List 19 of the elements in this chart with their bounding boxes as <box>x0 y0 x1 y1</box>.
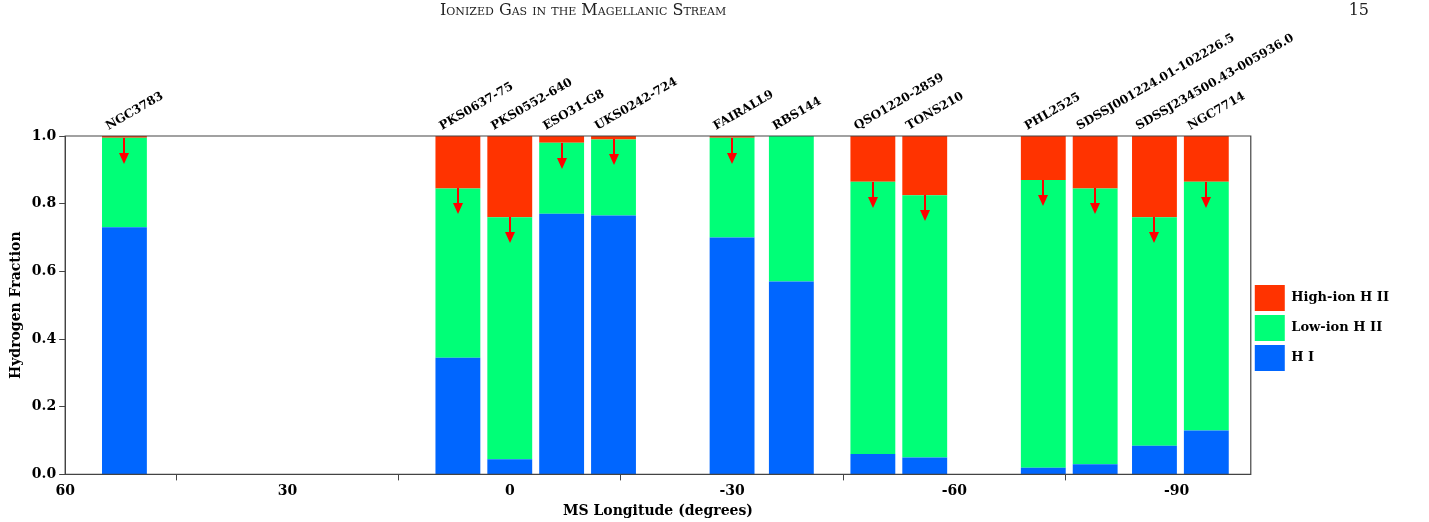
y-tick-label: 0.4 <box>31 329 57 346</box>
x-axis-title: MS Longitude (degrees) <box>562 502 753 519</box>
y-axis-title: Hydrogen Fraction <box>7 231 24 379</box>
y-tick-label: 0.0 <box>31 465 57 482</box>
legend-label: H I <box>1291 349 1315 365</box>
x-tick-label: -30 <box>719 482 745 499</box>
x-tick-label: 60 <box>55 482 76 499</box>
x-tick-label: -60 <box>941 482 968 499</box>
x-tick-label: -90 <box>1164 482 1190 499</box>
y-tick-label: 0.2 <box>31 397 57 414</box>
x-tick-label: 30 <box>277 482 298 499</box>
y-tick-label: 0.8 <box>31 194 57 211</box>
y-tick-label: 1.0 <box>31 126 57 143</box>
x-tick-label: 0 <box>504 482 515 499</box>
legend-label: Low-ion H II <box>1291 319 1383 335</box>
y-tick-label: 0.6 <box>31 262 57 278</box>
text: 15 <box>1348 0 1369 19</box>
legend-label: High-ion H II <box>1291 289 1389 305</box>
text: Ionized Gas in the Magellanic Stream <box>440 0 727 19</box>
